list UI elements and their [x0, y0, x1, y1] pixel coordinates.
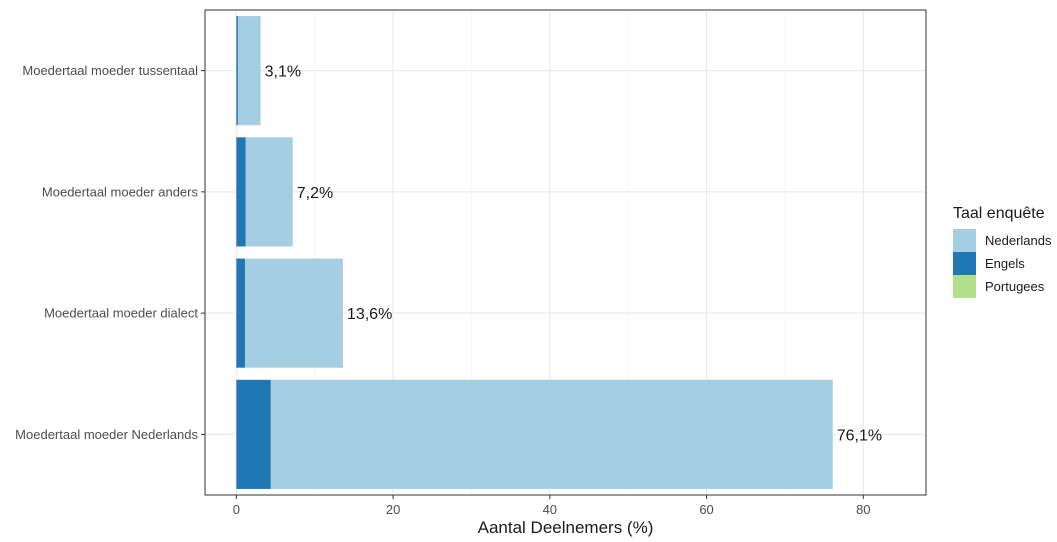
x-tick-label: 0 — [233, 502, 240, 517]
bar-segment-engels — [236, 137, 246, 247]
x-axis: 0 20 40 60 80 — [233, 495, 871, 517]
x-axis-title: Aantal Deelnemers (%) — [478, 518, 654, 537]
bar-labels: 3,1% 7,2% 13,6% 76,1% — [265, 64, 882, 445]
y-tick-label: Moedertaal moeder Nederlands — [15, 427, 198, 442]
legend-label: Engels — [985, 256, 1025, 271]
bar-value-label: 3,1% — [265, 64, 301, 81]
x-tick-label: 40 — [543, 502, 557, 517]
plot-border — [204, 9, 927, 496]
bar-segment-nederlands — [237, 16, 261, 126]
x-tick-label: 20 — [386, 502, 400, 517]
bar-value-label: 7,2% — [297, 185, 333, 202]
y-tick-label: Moedertaal moeder anders — [42, 184, 199, 199]
x-tick-label: 80 — [856, 502, 870, 517]
bar-segment-nederlands — [245, 137, 293, 247]
legend: Taal enquête Nederlands Engels Portugees — [953, 205, 1052, 298]
y-axis: Moedertaal moeder tussentaal Moedertaal m… — [15, 63, 205, 442]
y-tick-label: Moedertaal moeder dialect — [44, 306, 198, 321]
legend-label: Portugees — [985, 279, 1045, 294]
legend-key-portugees — [953, 275, 976, 298]
bar-segment-engels — [236, 258, 245, 368]
grid — [205, 10, 926, 495]
legend-key-engels — [953, 252, 976, 275]
bar-segment-nederlands — [270, 379, 833, 489]
bar-segment-engels — [236, 379, 271, 489]
legend-title: Taal enquête — [953, 205, 1045, 222]
y-tick-label: Moedertaal moeder tussentaal — [22, 63, 198, 78]
bar-value-label: 13,6% — [347, 306, 392, 323]
legend-key-nederlands — [953, 229, 976, 252]
bar-segment-nederlands — [244, 258, 343, 368]
bar-segment-engels — [236, 16, 238, 126]
bars — [236, 16, 833, 489]
bar-value-label: 76,1% — [837, 427, 882, 444]
legend-label: Nederlands — [985, 233, 1052, 248]
x-tick-label: 60 — [699, 502, 713, 517]
